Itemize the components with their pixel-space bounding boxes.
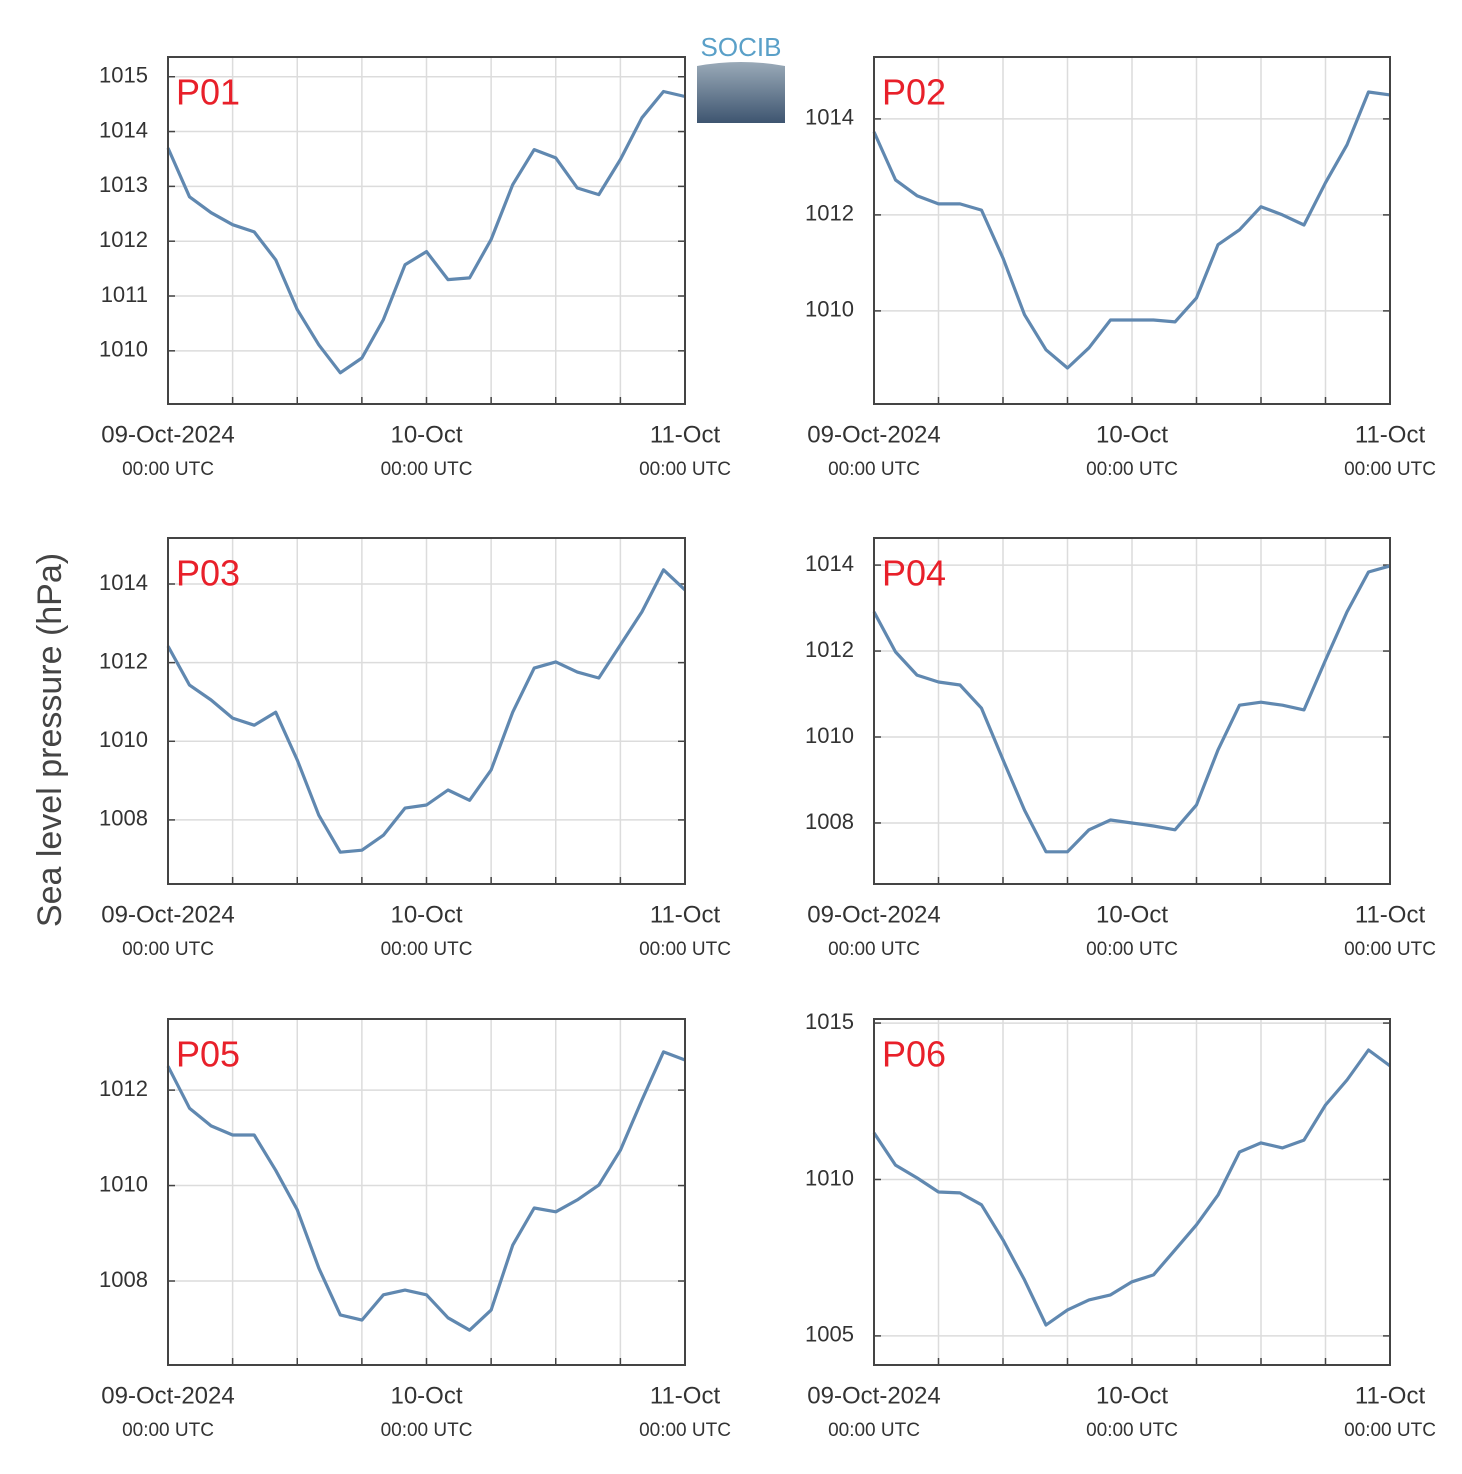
plot-frame bbox=[167, 537, 686, 885]
y-tick-label: 1012 bbox=[99, 648, 148, 673]
x-tick-sublabel: 00:00 UTC bbox=[828, 1420, 920, 1441]
x-tick-sublabel: 00:00 UTC bbox=[381, 1420, 473, 1441]
y-tick-label: 1005 bbox=[805, 1322, 854, 1347]
x-tick-label: 09-Oct-2024 bbox=[807, 901, 940, 928]
x-tick-sublabel: 00:00 UTC bbox=[122, 459, 214, 480]
panel-title: P04 bbox=[882, 553, 946, 594]
x-tick-label: 11-Oct bbox=[650, 421, 721, 448]
y-tick-label: 1012 bbox=[99, 1076, 148, 1101]
y-tick-label: 1008 bbox=[99, 806, 148, 831]
plot-frame bbox=[873, 56, 1391, 405]
x-tick-sublabel: 00:00 UTC bbox=[639, 939, 731, 960]
y-tick-label: 1012 bbox=[805, 637, 854, 662]
y-tick-label: 1012 bbox=[805, 201, 854, 226]
data-line bbox=[872, 1048, 1391, 1327]
x-tick-sublabel: 00:00 UTC bbox=[1344, 1420, 1436, 1441]
y-tick-label: 1012 bbox=[99, 227, 148, 252]
panel-title: P02 bbox=[882, 72, 946, 113]
panel: 09-Oct-2024 00:00 UTC 10-Oct 00:00 UTC 11-Oc… bbox=[805, 537, 1436, 960]
x-tick-label: 09-Oct-2024 bbox=[101, 421, 234, 448]
x-tick-label: 10-Oct bbox=[1096, 421, 1168, 448]
x-tick-label: 11-Oct bbox=[1355, 421, 1426, 448]
y-tick-label: 1013 bbox=[99, 172, 148, 197]
data-line bbox=[166, 1050, 686, 1332]
y-tick-label: 1010 bbox=[99, 727, 148, 752]
logo: SOCIB bbox=[697, 32, 785, 123]
logo-shape bbox=[697, 62, 785, 123]
x-tick-label: 09-Oct-2024 bbox=[807, 421, 940, 448]
logo-text: SOCIB bbox=[701, 32, 782, 62]
data-line bbox=[166, 89, 686, 375]
y-tick-label: 1015 bbox=[99, 63, 148, 88]
x-tick-sublabel: 00:00 UTC bbox=[828, 939, 920, 960]
x-tick-label: 10-Oct bbox=[390, 421, 462, 448]
panel: 09-Oct-2024 00:00 UTC 10-Oct 00:00 UTC 11-Oc… bbox=[99, 1018, 731, 1441]
x-tick-sublabel: 00:00 UTC bbox=[1086, 939, 1178, 960]
panel: 09-Oct-2024 00:00 UTC 10-Oct 00:00 UTC 11-Oc… bbox=[99, 537, 731, 960]
x-tick-sublabel: 00:00 UTC bbox=[828, 459, 920, 480]
x-tick-label: 11-Oct bbox=[1355, 1382, 1426, 1409]
x-tick-sublabel: 00:00 UTC bbox=[122, 939, 214, 960]
x-tick-sublabel: 00:00 UTC bbox=[122, 1420, 214, 1441]
y-tick-label: 1014 bbox=[99, 117, 148, 142]
y-tick-label: 1008 bbox=[805, 809, 854, 834]
y-tick-label: 1010 bbox=[805, 1165, 854, 1190]
data-line bbox=[166, 568, 687, 854]
y-tick-label: 1015 bbox=[805, 1009, 854, 1034]
x-tick-label: 11-Oct bbox=[650, 901, 721, 928]
x-tick-label: 09-Oct-2024 bbox=[101, 901, 234, 928]
y-tick-label: 1014 bbox=[99, 570, 148, 595]
x-tick-sublabel: 00:00 UTC bbox=[639, 459, 731, 480]
panel-title: P05 bbox=[176, 1034, 240, 1075]
x-tick-label: 11-Oct bbox=[1355, 901, 1426, 928]
x-tick-sublabel: 00:00 UTC bbox=[639, 1420, 731, 1441]
x-tick-label: 10-Oct bbox=[390, 901, 462, 928]
x-tick-label: 11-Oct bbox=[650, 1382, 721, 1409]
y-tick-label: 1010 bbox=[99, 1171, 148, 1196]
y-tick-label: 1010 bbox=[99, 337, 148, 362]
x-tick-label: 10-Oct bbox=[390, 1382, 462, 1409]
plot-frame bbox=[167, 56, 686, 405]
panel-title: P01 bbox=[176, 72, 240, 113]
x-tick-sublabel: 00:00 UTC bbox=[1344, 459, 1436, 480]
y-axis-label: Sea level pressure (hPa) bbox=[31, 553, 69, 927]
panel-title: P06 bbox=[882, 1034, 946, 1075]
x-tick-label: 10-Oct bbox=[1096, 901, 1168, 928]
x-tick-label: 10-Oct bbox=[1096, 1382, 1168, 1409]
y-tick-label: 1014 bbox=[805, 105, 854, 130]
x-tick-sublabel: 00:00 UTC bbox=[1344, 939, 1436, 960]
panel-title: P03 bbox=[176, 553, 240, 594]
panel: 09-Oct-2024 00:00 UTC 10-Oct 00:00 UTC 11-Oc… bbox=[99, 56, 731, 480]
y-tick-label: 1014 bbox=[805, 551, 854, 576]
y-tick-label: 1008 bbox=[99, 1267, 148, 1292]
plot-frame bbox=[167, 1018, 686, 1366]
x-tick-label: 09-Oct-2024 bbox=[807, 1382, 940, 1409]
y-tick-label: 1010 bbox=[805, 297, 854, 322]
y-tick-label: 1011 bbox=[101, 282, 148, 307]
x-tick-label: 09-Oct-2024 bbox=[101, 1382, 234, 1409]
panel: 09-Oct-2024 00:00 UTC 10-Oct 00:00 UTC 11-Oc… bbox=[805, 56, 1436, 480]
x-tick-sublabel: 00:00 UTC bbox=[381, 459, 473, 480]
y-tick-label: 1010 bbox=[805, 723, 854, 748]
panel: 09-Oct-2024 00:00 UTC 10-Oct 00:00 UTC 11-Oc… bbox=[805, 1009, 1436, 1441]
x-tick-sublabel: 00:00 UTC bbox=[381, 939, 473, 960]
x-tick-sublabel: 00:00 UTC bbox=[1086, 1420, 1178, 1441]
plot-frame bbox=[873, 1018, 1391, 1366]
data-line bbox=[872, 90, 1391, 370]
data-line bbox=[872, 564, 1391, 854]
plot-frame bbox=[873, 537, 1391, 885]
x-tick-sublabel: 00:00 UTC bbox=[1086, 459, 1178, 480]
